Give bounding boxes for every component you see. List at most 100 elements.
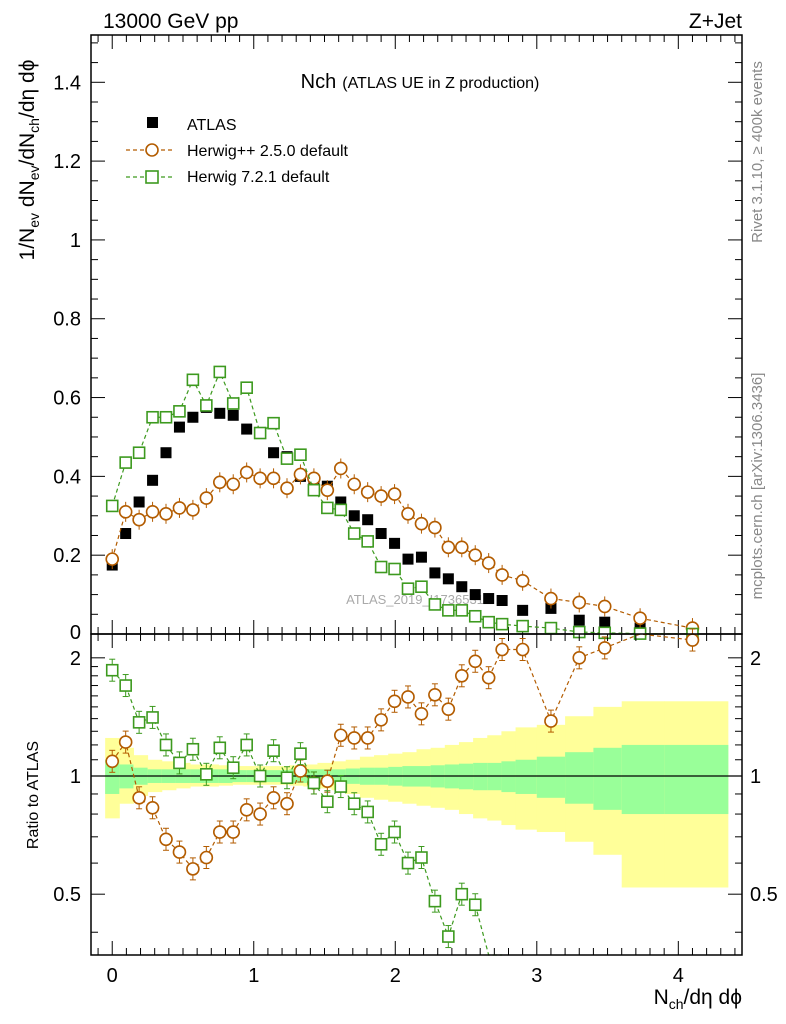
ratio-point-herwigpp [212,825,227,839]
data-point-herwigpp [454,540,469,555]
mcplots-source-label: mcplots.cern.ch [arXiv:1306.3436] [749,373,766,600]
data-point-herwig7 [240,381,253,395]
data-point-herwigpp [320,483,335,497]
data-point-herwig7 [495,617,509,631]
process-label: Z+Jet [689,10,742,33]
ratio-point-herwig7 [468,898,482,912]
ratio-point-herwig7 [307,776,321,790]
data-point-herwig7 [442,604,455,617]
ratio-point-herwig7 [186,742,200,756]
ratio-point-herwigpp [320,774,335,789]
data-point-herwig7 [428,598,442,611]
ratio-point-herwig7 [334,780,348,793]
ratio-point-herwig7 [173,756,186,770]
legend-label-herwig7: Herwig 7.2.1 default [187,169,330,186]
rivet-version-label: Rivet 3.1.10, ≥ 400k events [749,61,766,243]
data-point-herwigpp [633,611,647,626]
legend-label-herwigpp: Herwig++ 2.5.0 default [187,143,349,160]
ratio-panel-frame [90,633,743,956]
data-point-atlas [517,604,529,616]
data-point-herwig7 [280,452,294,465]
main-y-tick-label: 1.2 [53,151,81,173]
data-point-herwig7 [482,615,495,629]
ratio-point-herwig7 [361,805,374,819]
ratio-y-tick-label: 0.5 [53,884,81,906]
data-point-herwig7 [253,426,267,440]
ratio-point-herwig7 [240,738,253,752]
data-point-atlas [335,496,347,508]
data-point-herwigpp [544,591,558,606]
data-point-atlas [415,551,427,563]
ratio-point-herwig7 [200,768,213,781]
ratio-y-axis-title: Ratio to ATLAS [25,741,42,849]
ratio-point-herwigpp [118,735,133,749]
data-point-herwigpp [266,471,281,486]
data-point-herwig7 [415,580,428,594]
data-point-herwig7 [119,456,132,469]
data-point-herwig7 [267,416,280,430]
ratio-point-herwig7 [388,825,401,839]
data-point-herwigpp [347,477,362,492]
data-point-herwig7 [173,405,186,418]
data-point-herwigpp [441,540,456,555]
ratio-point-herwig7 [267,744,280,758]
ratio-point-herwig7 [146,711,159,724]
data-point-atlas [241,423,253,435]
data-point-herwig7 [159,410,173,424]
ratio-point-herwigpp [414,707,429,721]
ratio-point-herwigpp [387,694,402,709]
data-point-herwigpp [515,573,530,588]
ratio-point-herwigpp [597,641,612,655]
data-point-herwigpp [374,489,388,503]
data-point-herwig7 [334,503,348,517]
legend-marker-atlas [147,117,158,128]
x-tick-label: 4 [673,965,684,987]
ratio-point-herwigpp [544,714,558,728]
legend: ATLAS Herwig++ 2.5.0 default Herwig 7.2.… [126,117,349,186]
ratio-point-herwigpp [347,731,362,745]
data-point-herwigpp [172,501,187,515]
legend-marker-herwigpp [145,143,159,157]
data-point-atlas [389,537,401,549]
legend-marker-herwig7 [145,170,159,184]
data-point-atlas [173,421,185,433]
ratio-band-inner [664,744,729,815]
data-point-herwig7 [544,621,558,635]
ratio-point-herwig7 [455,887,469,901]
ratio-point-herwigpp [515,642,530,657]
ratio-point-herwig7 [321,795,334,809]
ratio-point-herwig7 [374,837,388,851]
data-point-herwigpp [105,552,120,566]
data-point-herwig7 [226,397,240,410]
ratio-point-herwigpp [226,825,241,839]
ratio-y-tick-label: 2 [70,648,81,670]
ratio-point-herwig7 [294,747,307,760]
data-point-atlas [187,411,199,423]
ratio-point-herwigpp [685,633,700,647]
ratio-point-herwigpp [172,845,187,859]
ratio-band-inner [515,759,538,794]
main-y-tick-label: 0.8 [53,309,81,331]
ratio-point-herwigpp [481,670,496,685]
plot-title-main: Nch [301,71,337,93]
data-point-herwigpp [481,556,496,570]
data-point-herwig7 [105,499,119,513]
data-point-herwigpp [360,485,375,499]
ratio-point-herwigpp [495,642,509,657]
data-point-herwigpp [280,481,294,495]
x-tick-label: 0 [107,965,118,987]
ratio-point-herwig7 [226,761,240,774]
data-point-herwig7 [132,446,146,460]
data-point-atlas [375,528,387,540]
ratio-point-herwig7 [105,663,119,677]
ratio-point-herwigpp [293,764,308,778]
data-point-herwig7 [388,562,401,576]
ratio-point-herwigpp [105,754,120,769]
data-point-herwigpp [468,548,483,562]
data-point-herwigpp [387,487,402,501]
main-y-axis-title: 1/Nev dNev/dNch/dη dϕ [16,60,42,261]
data-point-atlas [469,589,481,601]
ratio-y-tick-label-right: 2 [750,648,761,670]
data-point-herwig7 [401,582,415,595]
